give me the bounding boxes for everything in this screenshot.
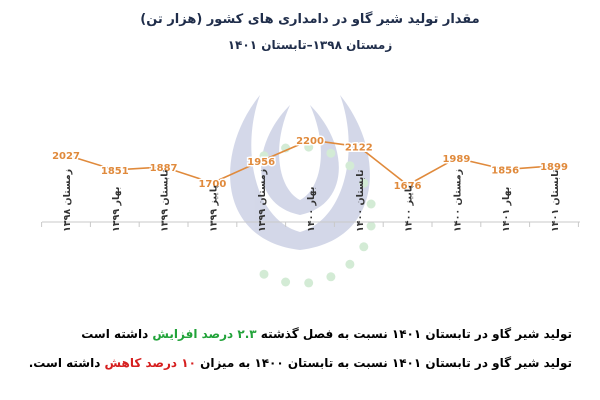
data-label: 2200: [296, 136, 324, 147]
data-label: 1856: [491, 166, 519, 177]
data-label: 1851: [101, 166, 129, 177]
x-tick-label: زمستان ۱۴۰۰: [452, 169, 463, 232]
x-tick-label: پاییز ۱۴۰۰: [404, 185, 415, 232]
data-label: 1989: [442, 154, 470, 165]
note-increase-text: تولید شیر گاو در تابستان ۱۴۰۱ نسبت به فص…: [260, 327, 572, 341]
watermark-star: [326, 148, 336, 158]
data-label: 2027: [52, 151, 80, 162]
note-increase: تولید شیر گاو در تابستان ۱۴۰۱ نسبت به فص…: [12, 327, 572, 341]
note-decrease-highlight: ۱۰ درصد کاهش: [104, 356, 196, 370]
watermark-star: [345, 161, 355, 171]
x-tick-label: تابستان ۱۴۰۰: [355, 170, 366, 232]
watermark-star: [366, 221, 376, 231]
series-line: [65, 139, 555, 186]
x-tick-label: تابستان ۱۳۹۹: [160, 170, 171, 232]
x-tick-label: زمستان ۱۳۹۸: [62, 169, 73, 232]
chart-subtitle: زمستان ۱۳۹۸–تابستان ۱۴۰۱: [227, 38, 393, 52]
watermark-star: [304, 278, 314, 288]
watermark-logo: [230, 95, 376, 288]
line-chart: 2027 1851 1887 1700 1956 2200 2122 1676 1989 1856…: [41, 95, 580, 288]
note-increase-tail: داشته است: [81, 327, 149, 341]
watermark-star: [366, 199, 376, 209]
watermark-star: [304, 142, 314, 152]
note-decrease-tail: داشته است.: [28, 356, 101, 370]
watermark-star: [359, 178, 369, 188]
data-label: 1899: [540, 162, 568, 173]
watermark-star: [326, 272, 336, 282]
x-tick-label: زمستان ۱۳۹۹: [257, 169, 268, 232]
x-tick-label: تابستان ۱۴۰۱: [550, 170, 561, 232]
x-tick-label: بهار ۱۴۰۱: [501, 187, 512, 232]
data-label: 1887: [150, 163, 178, 174]
x-tick-label: پاییز ۱۳۹۹: [208, 185, 219, 232]
note-decrease: تولید شیر گاو در تابستان ۱۴۰۱ نسبت به تا…: [12, 356, 572, 370]
data-label: 1956: [247, 157, 275, 168]
chart-title: مقدار تولید شیر گاو در دامداری های کشور …: [140, 12, 480, 27]
watermark-star: [259, 269, 269, 279]
watermark-star: [281, 277, 291, 287]
data-label: 1676: [394, 181, 422, 192]
note-decrease-text: تولید شیر گاو در تابستان ۱۴۰۱ نسبت به تا…: [200, 356, 572, 370]
watermark-star: [359, 242, 369, 252]
watermark-shape: [230, 95, 370, 250]
data-label: 2122: [345, 143, 373, 154]
watermark-star: [345, 259, 355, 269]
x-tick-label: بهار ۱۴۰۰: [306, 187, 317, 232]
watermark-shape: [261, 105, 339, 215]
x-tick-label: بهار ۱۳۹۹: [111, 187, 122, 232]
data-label: 1700: [198, 179, 226, 190]
note-increase-highlight: ۲.۳ درصد افزایش: [152, 327, 257, 341]
